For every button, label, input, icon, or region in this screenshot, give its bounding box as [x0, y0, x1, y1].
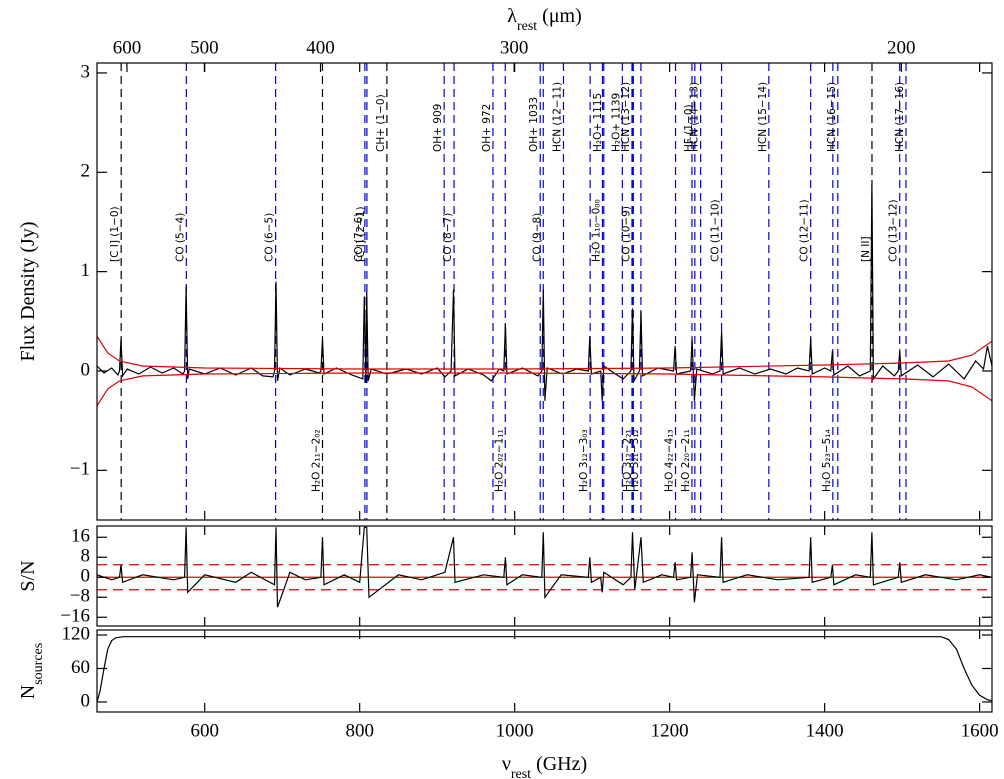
- line-label: HCN (12−11): [551, 82, 563, 152]
- line-label: H₂O 2₀₂−1₁₁: [493, 429, 505, 492]
- line-label: CO (9−8): [531, 213, 543, 262]
- panel-frame: [96, 525, 993, 627]
- y-tick-label: 60: [71, 657, 90, 678]
- x-axis-label: νrest (GHz): [502, 753, 587, 779]
- y-tick-label: 1: [81, 260, 91, 281]
- y-axis-label-main: N: [17, 685, 39, 699]
- x2-tick-label: 200: [887, 37, 916, 58]
- line-label: HCN (14−13): [689, 82, 701, 152]
- line-label: CO (11−10): [710, 199, 722, 262]
- y-tick-label: −8: [70, 586, 90, 607]
- y-axis-label: S/N: [17, 560, 39, 591]
- data-line: [97, 372, 992, 407]
- x2-tick-label: 500: [190, 37, 219, 58]
- plot-area: [97, 63, 992, 520]
- line-label: CO (12−11): [799, 199, 811, 262]
- y-tick-label: 120: [62, 623, 91, 644]
- x2-tick-label: 300: [500, 37, 529, 58]
- x-tick-label: 1400: [806, 720, 844, 741]
- line-label: [N II]: [860, 236, 872, 262]
- x-tick-label: 1200: [651, 720, 689, 741]
- x2-axis-label-sub: rest: [517, 19, 537, 34]
- line-label: CO (10−9): [620, 206, 632, 262]
- line-label: H₂O 3₁₂−3₀₃: [578, 429, 590, 492]
- y-tick-label: 0: [81, 566, 91, 587]
- y-axis-label-sub: sources: [31, 643, 46, 685]
- x-axis-label-sub: rest: [511, 767, 531, 779]
- line-label: H₂O+ 1139: [610, 93, 622, 152]
- y-axis-label: Nsources: [17, 643, 46, 699]
- data-line: [97, 526, 992, 608]
- y-tick-label: −16: [60, 606, 90, 627]
- line-label: HF (1−0): [683, 104, 695, 152]
- panel-frame: [96, 629, 993, 713]
- x2-tick-label: 600: [113, 37, 142, 58]
- line-label: CO (6−5): [264, 213, 276, 262]
- y-tick-label: −1: [70, 459, 90, 480]
- line-label: HCN (13−12): [620, 82, 632, 152]
- data-line: [97, 184, 992, 401]
- y-tick-label: 8: [81, 546, 91, 567]
- line-label: H₂O 3₁₂−2₂₁: [621, 429, 633, 492]
- x-tick-label: 800: [345, 720, 374, 741]
- line-label: H₂O 2₂₀−2₁₁: [680, 429, 692, 492]
- y-tick-label: 0: [81, 690, 91, 711]
- y-tick-label: 16: [71, 526, 90, 547]
- line-label: HCN (16−15): [826, 82, 838, 152]
- line-label: OH+ 1033: [528, 97, 540, 152]
- line-label: OH+ 909: [432, 104, 444, 152]
- line-label: H₂O 3₂₁−3₁₂: [629, 429, 641, 492]
- x2-axis-label: λrest (μm): [507, 5, 582, 34]
- y-tick-label: 3: [81, 61, 91, 82]
- line-label: HCN (15−14): [757, 82, 769, 152]
- line-label: CH+ (1−0): [375, 94, 387, 152]
- data-line: [97, 335, 992, 370]
- line-label: [C I] (1−0): [109, 206, 121, 262]
- y-tick-label: 0: [81, 359, 91, 380]
- x-axis-label-unit: (GHz): [531, 753, 587, 775]
- x-axis-label-main: ν: [502, 753, 511, 775]
- line-label: CO (8−7): [442, 213, 454, 262]
- line-label: HCN (17−16): [894, 82, 906, 152]
- line-label: H₂O 2₁₁−2₀₂: [310, 429, 322, 492]
- x2-axis-label-main: λ: [507, 5, 517, 27]
- data-line: [97, 636, 992, 703]
- x2-axis-label-unit: (μm): [537, 5, 582, 27]
- line-label: CO (5−4): [174, 213, 186, 262]
- panel-frame: [96, 62, 993, 521]
- line-label: [C I] (2−1): [355, 206, 367, 262]
- line-label: H₂O 4₂₂−4₁₃: [664, 429, 676, 492]
- x-tick-label: 1000: [496, 720, 534, 741]
- plot-area: [97, 526, 992, 608]
- line-label: H₂O+ 1115: [592, 93, 604, 152]
- line-label: CO (13−12): [888, 199, 900, 262]
- y-tick-label: 2: [81, 161, 91, 182]
- line-label: H₂O 5₂₃−5₁₄: [821, 429, 833, 492]
- plot-area: [97, 636, 992, 703]
- line-label: CO (7−6): [353, 213, 365, 262]
- x2-tick-label: 400: [306, 37, 335, 58]
- line-label: OH+ 972: [481, 104, 493, 152]
- x-tick-label: 1600: [961, 720, 999, 741]
- line-label: H₂O 1₁₀−0₀₀: [590, 199, 602, 262]
- x-tick-label: 600: [190, 720, 219, 741]
- y-axis-label: Flux Density (Jy): [17, 222, 39, 362]
